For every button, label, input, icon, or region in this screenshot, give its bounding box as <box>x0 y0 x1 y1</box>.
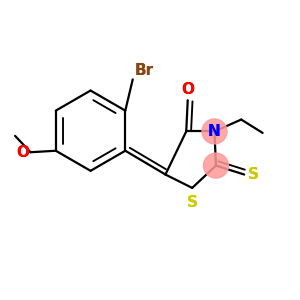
Text: S: S <box>187 195 198 210</box>
Text: O: O <box>17 145 30 160</box>
Circle shape <box>202 119 227 144</box>
Text: O: O <box>181 82 194 97</box>
Text: S: S <box>187 195 198 210</box>
Circle shape <box>203 153 228 178</box>
Text: O: O <box>181 82 194 97</box>
Text: S: S <box>248 167 259 182</box>
Text: N: N <box>208 124 221 139</box>
Text: N: N <box>208 124 221 139</box>
Text: S: S <box>248 167 259 182</box>
Text: Br: Br <box>134 63 153 78</box>
Text: O: O <box>17 145 30 160</box>
Text: Br: Br <box>134 63 153 78</box>
